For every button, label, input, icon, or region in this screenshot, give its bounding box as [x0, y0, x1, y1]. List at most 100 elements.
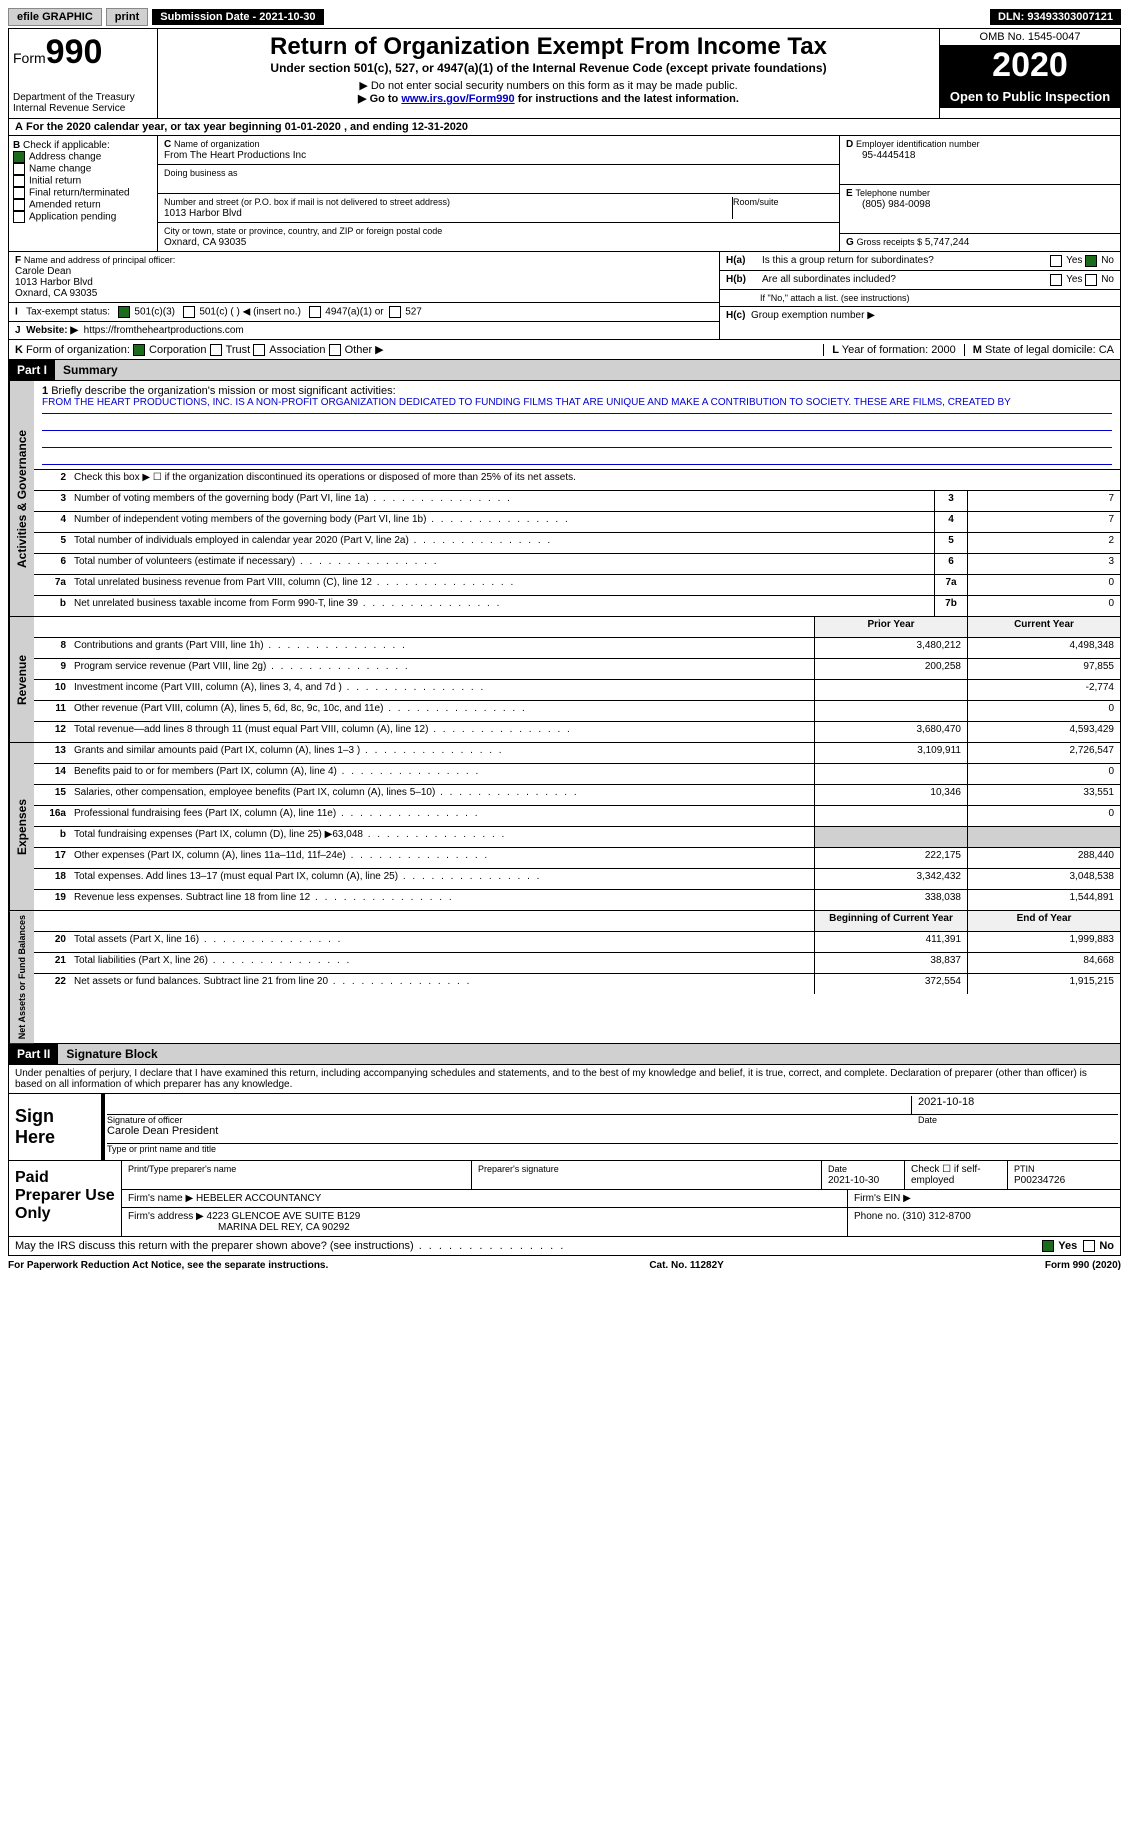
sig-date: 2021-10-18 — [911, 1096, 1118, 1114]
org-addr: 1013 Harbor Blvd — [164, 208, 242, 219]
note-ssn: ▶ Do not enter social security numbers o… — [162, 79, 935, 92]
omb: OMB No. 1545-0047 — [940, 29, 1120, 46]
efile-btn[interactable]: efile GRAPHIC — [8, 8, 102, 26]
phone: (805) 984-0098 — [862, 199, 930, 210]
website[interactable]: https://fromtheheartproductions.com — [84, 325, 244, 336]
discuss-row: May the IRS discuss this return with the… — [8, 1237, 1121, 1256]
irs-link[interactable]: www.irs.gov/Form990 — [401, 93, 514, 105]
mission-text: FROM THE HEART PRODUCTIONS, INC. IS A NO… — [42, 397, 1112, 414]
table-row: 12Total revenue—add lines 8 through 11 (… — [34, 722, 1120, 742]
section-fhi: F Name and address of principal officer:… — [8, 252, 1121, 340]
chk-501c[interactable] — [183, 306, 195, 318]
row-klm: K Form of organization: Corporation Trus… — [8, 340, 1121, 360]
perjury-text: Under penalties of perjury, I declare th… — [8, 1065, 1121, 1094]
table-row: 10Investment income (Part VIII, column (… — [34, 680, 1120, 701]
chk-addr-change[interactable] — [13, 151, 25, 163]
dln: DLN: 93493303007121 — [990, 9, 1121, 25]
table-row: 22Net assets or fund balances. Subtract … — [34, 974, 1120, 994]
firm-phone: (310) 312-8700 — [902, 1211, 970, 1222]
org-name: From The Heart Productions Inc — [164, 150, 306, 161]
side-revenue: Revenue — [9, 617, 34, 742]
table-row: 21Total liabilities (Part X, line 26)38,… — [34, 953, 1120, 974]
expenses-section: Expenses 13Grants and similar amounts pa… — [8, 743, 1121, 911]
activities-governance: Activities & Governance 1 Briefly descri… — [8, 381, 1121, 617]
side-expenses: Expenses — [9, 743, 34, 910]
discuss-no[interactable] — [1083, 1240, 1095, 1252]
section-abcdefg: B Check if applicable: Address change Na… — [8, 136, 1121, 252]
ha-no[interactable] — [1085, 255, 1097, 267]
table-row: 14Benefits paid to or for members (Part … — [34, 764, 1120, 785]
ha-yes[interactable] — [1050, 255, 1062, 267]
chk-527[interactable] — [389, 306, 401, 318]
box-deg: D Employer identification number95-44454… — [839, 136, 1120, 251]
netassets-section: Net Assets or Fund Balances Beginning of… — [8, 911, 1121, 1044]
form-number: Form990 — [13, 33, 153, 72]
chk-corp[interactable] — [133, 344, 145, 356]
line-a: A For the 2020 calendar year, or tax yea… — [8, 119, 1121, 136]
side-netassets: Net Assets or Fund Balances — [9, 911, 34, 1043]
page-footer: For Paperwork Reduction Act Notice, see … — [8, 1256, 1121, 1275]
box-c: C Name of organizationFrom The Heart Pro… — [158, 136, 839, 251]
submission-date: Submission Date - 2021-10-30 — [152, 9, 323, 25]
table-row: 5Total number of individuals employed in… — [34, 533, 1120, 554]
officer-addr1: 1013 Harbor Blvd — [15, 277, 93, 288]
table-row: 6Total number of volunteers (estimate if… — [34, 554, 1120, 575]
tax-year: 2020 — [940, 46, 1120, 85]
table-row: 9Program service revenue (Part VIII, lin… — [34, 659, 1120, 680]
box-b: B Check if applicable: Address change Na… — [9, 136, 158, 251]
table-row: 20Total assets (Part X, line 16)411,3911… — [34, 932, 1120, 953]
paid-preparer: Paid Preparer Use Only Print/Type prepar… — [8, 1161, 1121, 1237]
table-row: 4Number of independent voting members of… — [34, 512, 1120, 533]
part2-header: Part IISignature Block — [8, 1044, 1121, 1065]
table-row: 15Salaries, other compensation, employee… — [34, 785, 1120, 806]
hb-no[interactable] — [1085, 274, 1097, 286]
org-city: Oxnard, CA 93035 — [164, 237, 246, 248]
year-formed: 2000 — [931, 344, 955, 356]
chk-final[interactable] — [13, 187, 25, 199]
table-row: 16aProfessional fundraising fees (Part I… — [34, 806, 1120, 827]
chk-name-change[interactable] — [13, 163, 25, 175]
hb-yes[interactable] — [1050, 274, 1062, 286]
table-row: 13Grants and similar amounts paid (Part … — [34, 743, 1120, 764]
table-row: bTotal fundraising expenses (Part IX, co… — [34, 827, 1120, 848]
discuss-yes[interactable] — [1042, 1240, 1054, 1252]
chk-other[interactable] — [329, 344, 341, 356]
dept: Department of the Treasury — [13, 92, 153, 103]
firm-name: HEBELER ACCOUNTANCY — [196, 1193, 321, 1204]
gross-receipts: 5,747,244 — [925, 237, 970, 248]
domicile: CA — [1099, 344, 1114, 356]
irs-label: Internal Revenue Service — [13, 103, 153, 114]
chk-assoc[interactable] — [253, 344, 265, 356]
officer-name: Carole Dean — [15, 266, 71, 277]
table-row: 18Total expenses. Add lines 13–17 (must … — [34, 869, 1120, 890]
table-row: 19Revenue less expenses. Subtract line 1… — [34, 890, 1120, 910]
chk-trust[interactable] — [210, 344, 222, 356]
revenue-section: Revenue Prior YearCurrent Year 8Contribu… — [8, 617, 1121, 743]
officer-sig-name: Carole Dean President — [107, 1125, 218, 1143]
table-row: 8Contributions and grants (Part VIII, li… — [34, 638, 1120, 659]
ein: 95-4445418 — [862, 150, 915, 161]
chk-4947[interactable] — [309, 306, 321, 318]
chk-initial[interactable] — [13, 175, 25, 187]
officer-addr2: Oxnard, CA 93035 — [15, 288, 97, 299]
sign-here: Sign Here 2021-10-18 Signature of office… — [8, 1094, 1121, 1161]
chk-amended[interactable] — [13, 199, 25, 211]
table-row: 7aTotal unrelated business revenue from … — [34, 575, 1120, 596]
side-activities: Activities & Governance — [9, 381, 34, 616]
chk-501c3[interactable] — [118, 306, 130, 318]
note-link: ▶ Go to www.irs.gov/Form990 for instruct… — [162, 92, 935, 105]
table-row: bNet unrelated business taxable income f… — [34, 596, 1120, 616]
form-title: Return of Organization Exempt From Incom… — [162, 33, 935, 61]
chk-pending[interactable] — [13, 211, 25, 223]
part1-header: Part ISummary — [8, 360, 1121, 381]
open-public: Open to Public Inspection — [940, 85, 1120, 108]
ptin: P00234726 — [1014, 1175, 1065, 1186]
table-row: 11Other revenue (Part VIII, column (A), … — [34, 701, 1120, 722]
form-header: Form990 Department of the Treasury Inter… — [8, 28, 1121, 119]
firm-addr: 4223 GLENCOE AVE SUITE B129 — [207, 1211, 361, 1222]
table-row: 3Number of voting members of the governi… — [34, 491, 1120, 512]
print-btn[interactable]: print — [106, 8, 148, 26]
table-row: 17Other expenses (Part IX, column (A), l… — [34, 848, 1120, 869]
form-subtitle: Under section 501(c), 527, or 4947(a)(1)… — [162, 61, 935, 75]
topbar: efile GRAPHIC print Submission Date - 20… — [8, 8, 1121, 26]
